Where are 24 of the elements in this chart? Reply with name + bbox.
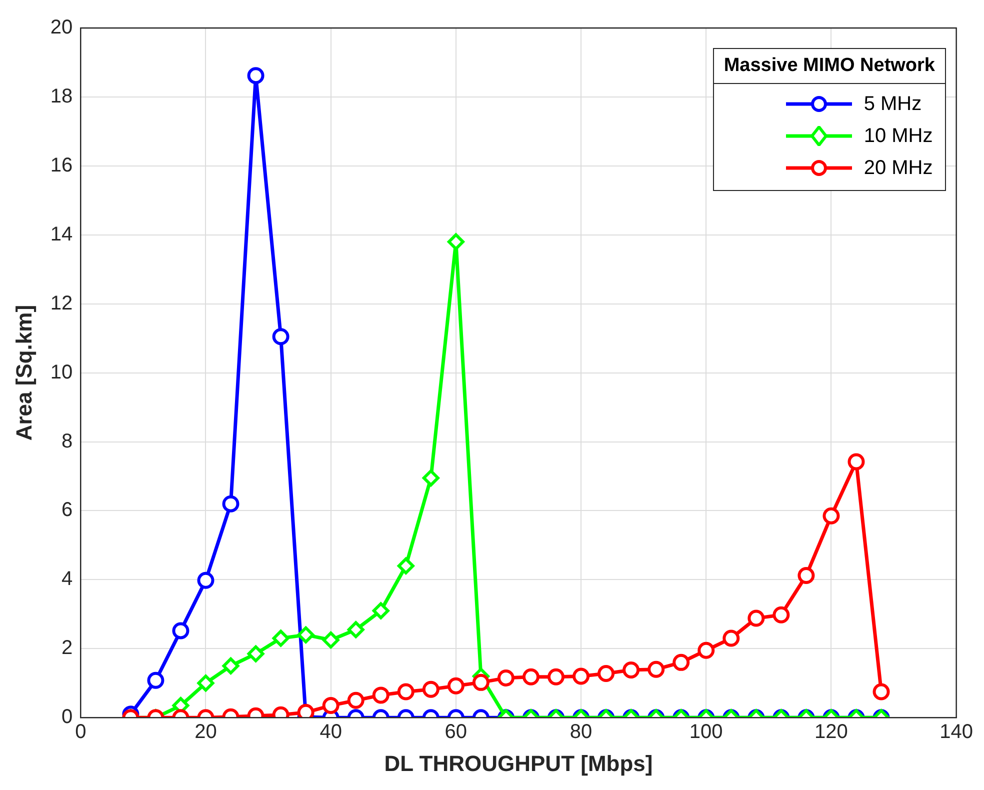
legend-title: Massive MIMO Network [714,49,945,84]
y-tick-label: 2 [62,637,73,660]
x-axis-title: DL THROUGHPUT [Mbps] [384,750,653,776]
x-tick-label: 60 [444,721,468,744]
y-tick-label: 20 [50,16,73,39]
y-axis-title: Area [Sq.km] [11,304,36,441]
y-tick-label: 14 [50,223,73,246]
x-tick-label: 40 [320,721,342,744]
y-tick-label: 4 [62,568,73,590]
legend-label: 10 MHz [864,124,933,148]
y-tick-label: 10 [50,361,73,384]
y-tick-label: 6 [62,499,73,522]
y-tick-label: 0 [62,706,73,728]
y-tick-label: 12 [50,292,73,314]
x-tick-label: 20 [194,721,217,744]
y-tick-label: 8 [62,430,73,452]
x-tick-label: 100 [689,721,723,744]
x-tick-label: 120 [814,721,848,744]
x-tick-label: 140 [940,721,974,744]
legend-label: 20 MHz [864,156,933,180]
y-tick-label: 18 [50,85,73,108]
x-tick-label: 80 [570,721,592,744]
y-tick-label: 16 [50,154,73,176]
legend-label: 5 MHz [864,92,922,116]
